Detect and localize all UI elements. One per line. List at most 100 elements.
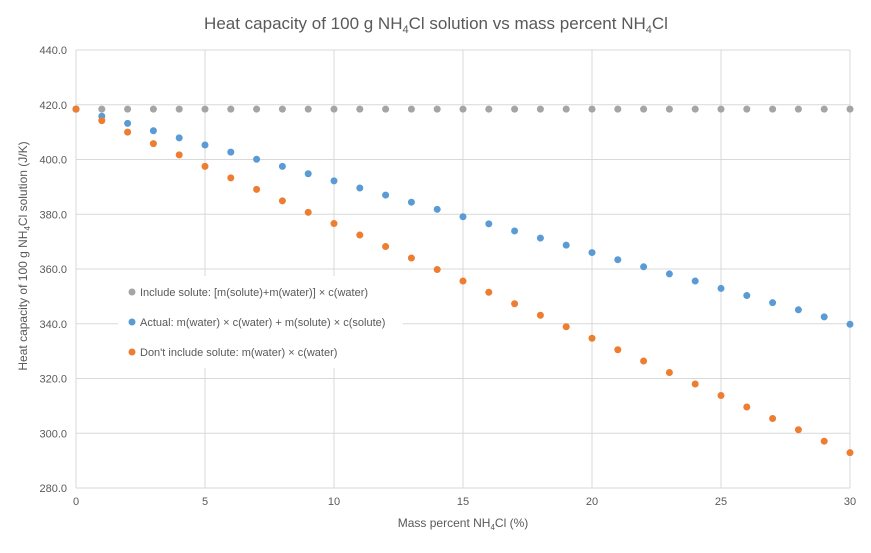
data-point-include-solute: [433, 105, 441, 113]
data-point-dont-include-solute: [459, 277, 467, 285]
x-tick-labels: 0 5 10 15 20 25 30: [73, 496, 856, 508]
x-tick-label: 0: [73, 496, 79, 508]
legend-marker-dont-include-solute: [128, 348, 136, 356]
data-point-actual: [356, 184, 364, 192]
legend-entry-dont-include-solute: Don't include solute: m(water) × c(water…: [128, 347, 337, 359]
data-point-actual: [304, 170, 312, 178]
data-point-include-solute: [175, 105, 183, 113]
data-point-dont-include-solute: [485, 288, 493, 296]
data-point-actual: [253, 155, 261, 163]
data-point-dont-include-solute: [614, 346, 622, 354]
x-tick-label: 25: [715, 496, 727, 508]
data-point-actual: [124, 119, 132, 127]
data-point-actual: [846, 320, 854, 328]
y-axis-label: Heat capacity of 100 g NH4Cl solution (J…: [16, 141, 32, 370]
data-point-include-solute: [98, 105, 106, 113]
data-point-actual: [820, 313, 828, 321]
data-point-include-solute: [485, 105, 493, 113]
y-tick-label: 280.0: [39, 483, 67, 495]
data-point-dont-include-solute: [278, 197, 286, 205]
data-point-include-solute: [330, 105, 338, 113]
legend-label-dont-include-solute: Don't include solute: m(water) × c(water…: [140, 347, 337, 359]
data-point-dont-include-solute: [382, 243, 390, 251]
data-point-dont-include-solute: [201, 162, 209, 170]
y-tick-label: 300.0: [39, 428, 67, 440]
x-tick-label: 15: [457, 496, 469, 508]
data-point-include-solute: [149, 105, 157, 113]
y-tick-label: 360.0: [39, 264, 67, 276]
data-point-dont-include-solute: [98, 117, 106, 125]
gridlines: [75, 49, 851, 489]
data-point-include-solute: [253, 105, 261, 113]
data-point-dont-include-solute: [330, 220, 338, 228]
legend-background: [118, 276, 403, 368]
data-point-dont-include-solute: [640, 357, 648, 365]
data-point-include-solute: [665, 105, 673, 113]
legend-marker-actual: [128, 318, 136, 326]
data-point-actual: [485, 220, 493, 228]
data-point-actual: [614, 256, 622, 264]
data-point-actual: [640, 263, 648, 271]
chart-title: Heat capacity of 100 g NH4Cl solution vs…: [204, 14, 668, 36]
data-point-dont-include-solute: [356, 231, 364, 239]
data-point-actual: [665, 270, 673, 278]
x-tick-label: 20: [586, 496, 598, 508]
data-point-dont-include-solute: [227, 174, 235, 182]
data-point-actual: [330, 177, 338, 185]
x-axis-label: Mass percent NH4Cl (%): [398, 516, 528, 532]
data-point-dont-include-solute: [407, 254, 415, 262]
data-point-include-solute: [536, 105, 544, 113]
y-tick-label: 400.0: [39, 155, 67, 167]
data-point-include-solute: [227, 105, 235, 113]
data-point-dont-include-solute: [820, 437, 828, 445]
data-point-include-solute: [743, 105, 751, 113]
data-point-actual: [433, 205, 441, 213]
data-point-include-solute: [614, 105, 622, 113]
data-point-dont-include-solute: [536, 311, 544, 319]
data-point-include-solute: [278, 105, 286, 113]
data-point-dont-include-solute: [253, 185, 261, 193]
data-point-actual: [562, 241, 570, 249]
data-point-actual: [201, 141, 209, 149]
data-point-include-solute: [846, 105, 854, 113]
data-points: [72, 105, 854, 457]
data-point-dont-include-solute: [665, 368, 673, 376]
data-point-include-solute: [304, 105, 312, 113]
data-point-dont-include-solute: [794, 426, 802, 434]
data-point-actual: [227, 148, 235, 156]
data-point-include-solute: [562, 105, 570, 113]
legend-label-actual: Actual: m(water) × c(water) + m(solute) …: [140, 317, 385, 329]
data-point-actual: [794, 306, 802, 314]
data-point-actual: [588, 249, 596, 257]
data-point-include-solute: [820, 105, 828, 113]
data-point-include-solute: [124, 105, 132, 113]
data-point-dont-include-solute: [175, 151, 183, 159]
data-point-actual: [536, 234, 544, 242]
data-point-dont-include-solute: [72, 105, 80, 113]
data-point-include-solute: [382, 105, 390, 113]
data-point-dont-include-solute: [304, 208, 312, 216]
data-point-include-solute: [640, 105, 648, 113]
data-point-actual: [407, 198, 415, 206]
data-point-include-solute: [588, 105, 596, 113]
x-tick-label: 5: [202, 496, 208, 508]
data-point-dont-include-solute: [433, 266, 441, 274]
data-point-dont-include-solute: [846, 449, 854, 457]
legend-marker-include-solute: [128, 288, 136, 296]
data-point-include-solute: [459, 105, 467, 113]
legend: Include solute: [m(solute)+m(water)] × c…: [118, 276, 403, 368]
x-tick-label: 30: [844, 496, 856, 508]
data-point-actual: [382, 191, 390, 199]
y-tick-label: 420.0: [39, 100, 67, 112]
y-tick-label: 340.0: [39, 319, 67, 331]
y-tick-label: 320.0: [39, 374, 67, 386]
data-point-include-solute: [717, 105, 725, 113]
data-point-dont-include-solute: [149, 140, 157, 148]
data-point-include-solute: [201, 105, 209, 113]
legend-entry-include-solute: Include solute: [m(solute)+m(water)] × c…: [128, 287, 368, 299]
data-point-dont-include-solute: [691, 380, 699, 388]
y-tick-label: 380.0: [39, 209, 67, 221]
data-point-dont-include-solute: [124, 128, 132, 136]
